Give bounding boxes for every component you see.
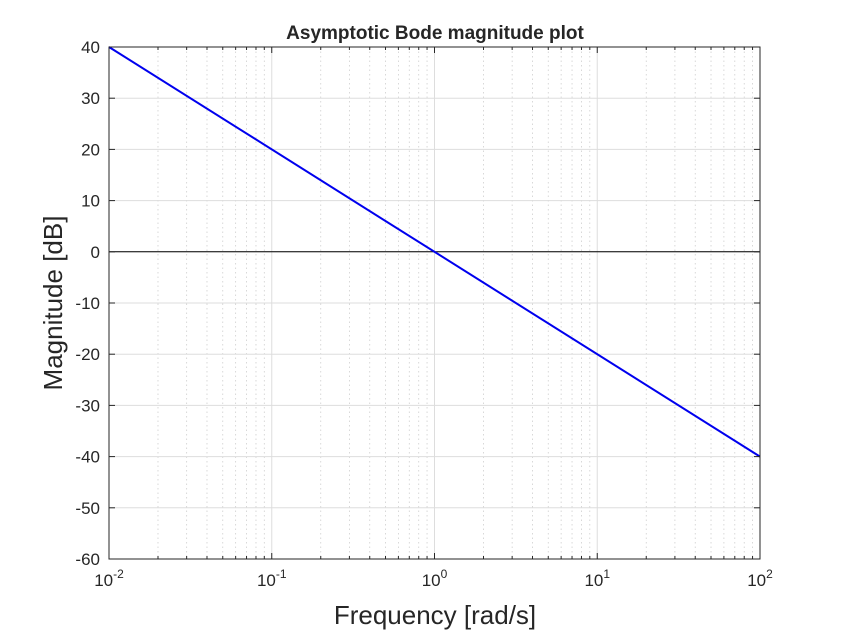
y-tick-label: -10 [75, 294, 100, 313]
series-group [108, 46, 761, 458]
y-tick-label: 20 [81, 140, 100, 159]
x-tick-label: 100 [422, 567, 448, 590]
x-tick-labels: 10-2 10-1 100 101 102 [94, 567, 773, 590]
y-tick-label: -20 [75, 345, 100, 364]
y-tick-label: 10 [81, 192, 100, 211]
x-tick-label: 101 [584, 567, 610, 590]
y-axis-label: Magnitude [dB] [38, 216, 68, 391]
tick-marks [108, 46, 761, 560]
y-tick-label: 0 [91, 243, 100, 262]
x-tick-label: 102 [747, 567, 773, 590]
y-tick-label: -60 [75, 550, 100, 569]
y-tick-label: -50 [75, 499, 100, 518]
x-tick-label: 10-2 [94, 567, 124, 590]
y-tick-label: -30 [75, 396, 100, 415]
chart-title: Asymptotic Bode magnitude plot [286, 23, 584, 44]
y-tick-label: 40 [81, 38, 100, 57]
y-tick-label: -40 [75, 448, 100, 467]
magnitude-asymptote-line [108, 46, 761, 458]
x-axis-label: Frequency [rad/s] [334, 600, 536, 630]
y-tick-label: 30 [81, 89, 100, 108]
y-tick-labels: 40 30 20 10 0 -10 -20 -30 -40 -50 -60 [75, 38, 100, 569]
x-tick-label: 10-1 [257, 567, 287, 590]
